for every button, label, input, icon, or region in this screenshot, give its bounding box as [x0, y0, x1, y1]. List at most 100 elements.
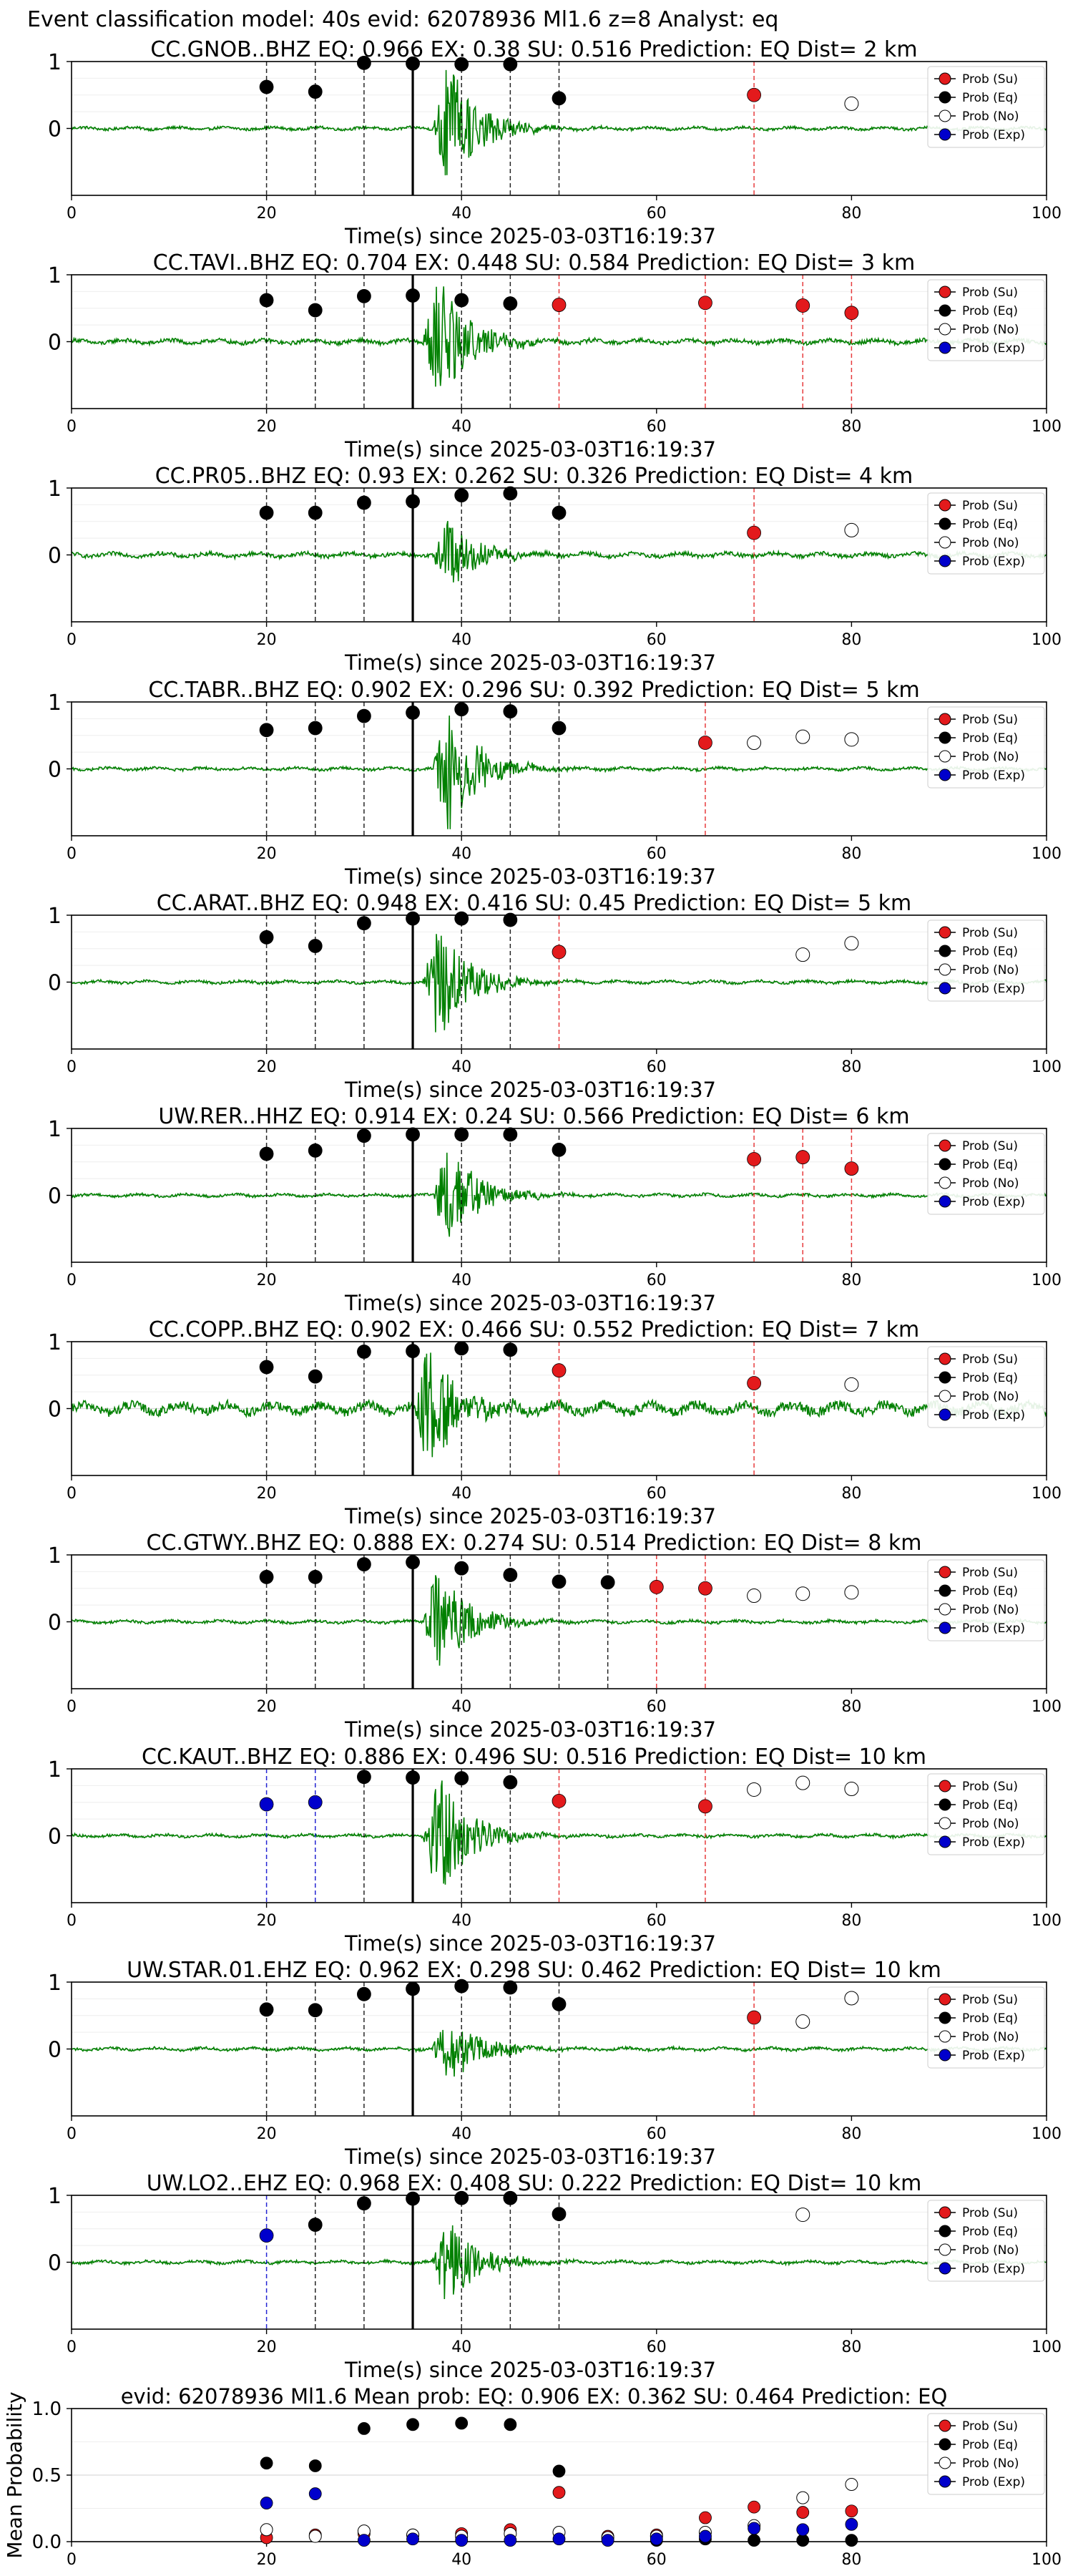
- data-point: [503, 1568, 518, 1582]
- x-tick-label: 60: [647, 418, 667, 436]
- legend-label: Prob (Exp): [962, 555, 1025, 569]
- legend-label: Prob (No): [962, 2243, 1019, 2258]
- data-point: [699, 2529, 712, 2543]
- data-point: [844, 1991, 859, 2006]
- data-point: [699, 2511, 712, 2524]
- data-point: [504, 2418, 517, 2431]
- data-point: [795, 1586, 810, 1601]
- legend-label: Prob (Su): [962, 1993, 1018, 2007]
- legend-marker: [939, 1390, 951, 1402]
- x-tick-label: 80: [841, 1485, 861, 1503]
- data-point: [356, 495, 371, 510]
- legend-marker: [939, 713, 951, 726]
- x-tick-label: 100: [1032, 2338, 1062, 2356]
- legend-marker: [939, 2049, 951, 2062]
- x-tick-label: 60: [647, 205, 667, 223]
- chart-panel: 0 20 40 60 80 100 0 1 CC.TAVI..BHZ EQ: 0.704 EX:…: [48, 250, 1062, 462]
- data-point: [748, 2500, 760, 2514]
- data-point: [844, 1161, 859, 1176]
- legend-marker: [939, 2243, 951, 2256]
- legend-label: Prob (Exp): [962, 2475, 1025, 2489]
- data-point: [406, 288, 420, 303]
- x-tick-label: 0: [67, 205, 77, 223]
- data-point: [844, 1782, 859, 1797]
- chart-panel: 0 20 40 60 80 100 0 1 CC.KAUT..BHZ EQ: 0.886 EX:…: [48, 1745, 1062, 1956]
- data-point: [259, 1797, 274, 1812]
- x-tick-label: 0: [67, 418, 77, 436]
- data-point: [356, 1770, 371, 1785]
- legend-label: Prob (Exp): [962, 1835, 1025, 1850]
- legend-label: Prob (No): [962, 1176, 1019, 1191]
- data-point: [406, 1555, 420, 1570]
- x-tick-label: 40: [451, 205, 471, 223]
- y-tick-label: 1: [48, 1757, 62, 1782]
- x-tick-label: 20: [257, 845, 277, 863]
- data-point: [454, 702, 469, 717]
- legend-marker: [939, 1584, 951, 1597]
- data-point: [454, 1561, 469, 1576]
- data-point: [747, 1589, 762, 1604]
- legend-label: Prob (No): [962, 536, 1019, 550]
- x-tick-label: 0: [67, 2338, 77, 2356]
- data-point: [406, 2532, 419, 2546]
- legend-box: [927, 919, 1045, 1002]
- y-tick-label: 0.5: [32, 2465, 62, 2487]
- x-tick-label: 100: [1032, 2551, 1062, 2569]
- x-tick-label: 20: [257, 1485, 277, 1503]
- waveform-trace: [71, 521, 1047, 582]
- legend-marker: [939, 2262, 951, 2275]
- data-point: [698, 1799, 712, 1814]
- legend-marker: [939, 341, 951, 354]
- data-point: [357, 2534, 371, 2547]
- data-point: [259, 505, 274, 520]
- panel-title: UW.RER..HHZ EQ: 0.914 EX: 0.24 SU: 0.566…: [158, 1104, 909, 1129]
- data-point: [845, 2478, 858, 2492]
- legend-label: Prob (Eq): [962, 2011, 1018, 2026]
- data-point: [308, 2529, 322, 2543]
- legend-box: [927, 1559, 1045, 1641]
- legend-marker: [939, 91, 951, 104]
- data-point: [552, 2207, 567, 2222]
- data-point: [356, 1345, 371, 1359]
- x-axis-label: Time(s) since 2025-03-03T16:19:37: [344, 2358, 716, 2382]
- data-point: [747, 1376, 761, 1390]
- legend-marker: [939, 323, 951, 336]
- legend-marker: [939, 72, 951, 85]
- x-tick-label: 100: [1032, 1698, 1062, 1716]
- legend-marker: [939, 982, 951, 995]
- data-point: [454, 1341, 469, 1356]
- legend-box: [927, 1133, 1045, 1215]
- legend-marker: [939, 1176, 951, 1189]
- x-axis-label: Time(s) since 2025-03-03T16:19:37: [344, 437, 716, 462]
- x-tick-label: 20: [257, 2551, 277, 2569]
- chart-panel: 0 20 40 60 80 100 0 1 CC.COPP..BHZ EQ: 0.902 EX:…: [48, 1317, 1062, 1528]
- data-point: [503, 704, 518, 718]
- data-point: [747, 2010, 761, 2025]
- legend-marker: [939, 2030, 951, 2043]
- data-point: [796, 2523, 810, 2537]
- data-point: [259, 930, 274, 945]
- x-axis-label: Time(s) since 2025-03-03T16:19:37: [344, 1078, 716, 1102]
- legend-label: Prob (Eq): [962, 1584, 1018, 1599]
- legend-marker: [939, 926, 951, 939]
- x-axis-label: Time(s) since 2025-03-03T16:19:37: [344, 224, 716, 248]
- legend-marker: [939, 1835, 951, 1848]
- panel-title: CC.TAVI..BHZ EQ: 0.704 EX: 0.448 SU: 0.5…: [153, 250, 915, 275]
- panel-title: CC.TABR..BHZ EQ: 0.902 EX: 0.296 SU: 0.3…: [148, 678, 919, 703]
- legend-label: Prob (Eq): [962, 517, 1018, 532]
- legend-label: Prob (Exp): [962, 1621, 1025, 1636]
- data-point: [259, 2228, 274, 2243]
- legend-label: Prob (Eq): [962, 945, 1018, 959]
- legend-marker: [939, 1158, 951, 1171]
- data-point: [845, 2504, 858, 2518]
- x-tick-label: 80: [841, 2551, 861, 2569]
- data-point: [748, 2534, 760, 2547]
- x-tick-label: 20: [257, 418, 277, 436]
- legend-label: Prob (Eq): [962, 1371, 1018, 1385]
- data-point: [552, 721, 567, 736]
- data-point: [698, 296, 712, 311]
- legend-marker: [939, 945, 951, 957]
- x-tick-label: 100: [1032, 631, 1062, 649]
